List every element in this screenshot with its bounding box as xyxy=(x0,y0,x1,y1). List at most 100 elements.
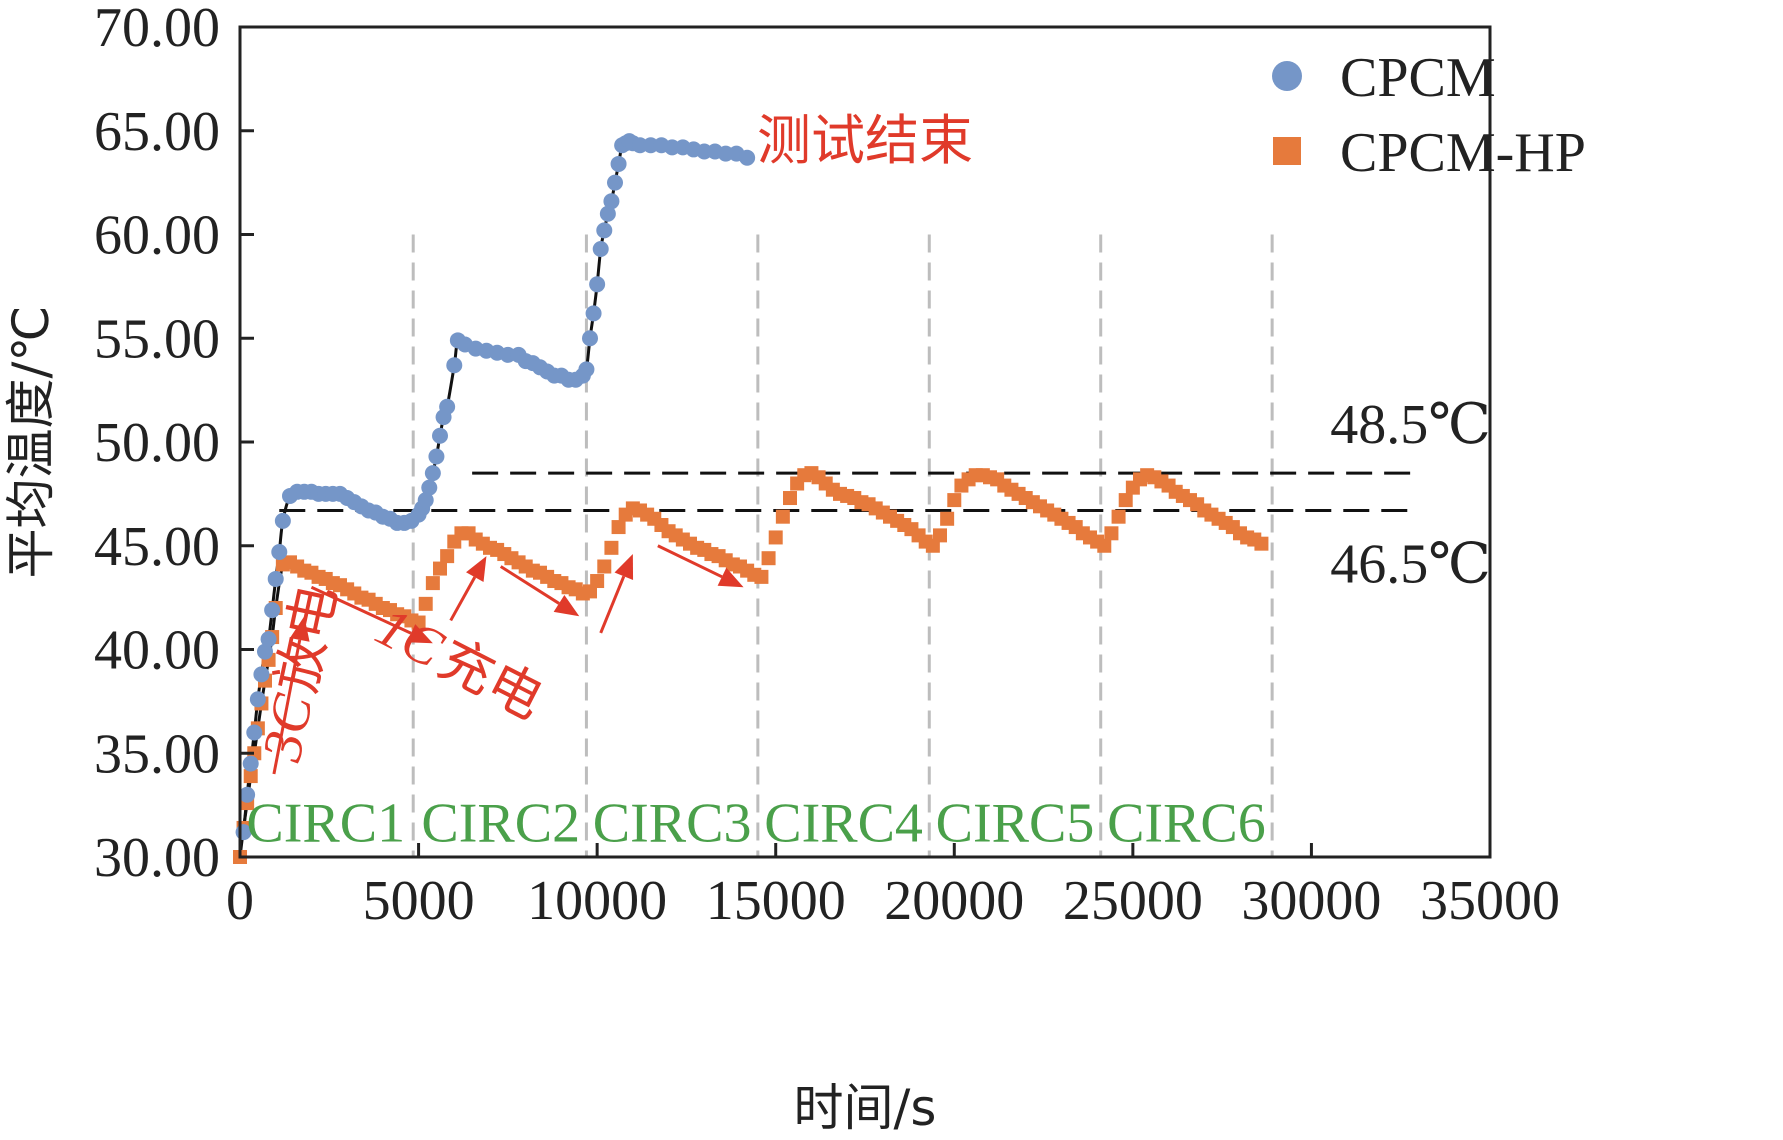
annotation-arrow xyxy=(310,585,433,644)
arrow-head xyxy=(289,616,310,642)
arrow-shaft xyxy=(310,585,412,635)
y-tick-label: 60.00 xyxy=(94,205,220,267)
cpcm-point xyxy=(446,357,463,374)
cpcm-hp-point xyxy=(433,561,447,576)
cpcm-point xyxy=(417,492,434,509)
legend-marker-cpcm-hp xyxy=(1273,137,1301,165)
cpcm-point xyxy=(424,465,441,482)
annotation-arrow xyxy=(657,544,744,588)
arrow-head xyxy=(553,595,580,617)
cpcm-hp-point xyxy=(611,520,626,535)
arrow-shaft xyxy=(657,544,723,579)
annotation-arrow xyxy=(599,554,634,634)
charge-annotation: 1C 充电 xyxy=(366,595,553,731)
cpcm-point xyxy=(607,174,623,191)
cpcm-hp-point xyxy=(1097,538,1112,553)
annotation-arrow xyxy=(499,565,580,617)
arrow-head xyxy=(717,567,744,588)
cpcm-point xyxy=(257,643,273,660)
cpcm-point xyxy=(249,691,266,708)
y-axis-ticks: 30.00 35.00 40.00 45.00 50.00 55.00 60.00 65.00… xyxy=(94,0,254,889)
cpcm-hp-point xyxy=(768,530,783,545)
cpcm-point xyxy=(264,602,281,619)
cpcm-hp-point xyxy=(425,576,440,591)
x-axis-ticks: 0 5000 10000 15000 20000 25000 30000 35000 xyxy=(226,843,1560,932)
y-tick-label: 30.00 xyxy=(94,827,220,889)
y-tick-label: 65.00 xyxy=(94,101,220,163)
cpcm-point xyxy=(242,755,259,772)
arrow-head xyxy=(466,556,487,582)
cpcm-point xyxy=(610,155,627,172)
cpcm-point xyxy=(592,241,609,258)
cpcm-hp-point xyxy=(1118,493,1133,508)
cpcm-hp-point xyxy=(440,549,455,564)
arrow-head xyxy=(406,624,433,644)
annotation-arrow xyxy=(272,616,310,775)
legend: CPCM CPCM-HP xyxy=(1272,47,1586,184)
cpcm-hp-point xyxy=(933,528,947,543)
cpcm-point xyxy=(582,330,598,347)
x-axis-title: 时间/s xyxy=(794,1079,937,1137)
arrow-shaft xyxy=(272,639,302,775)
cpcm-point xyxy=(603,193,620,210)
cpcm-hp-point xyxy=(590,574,605,589)
legend-marker-cpcm xyxy=(1272,61,1302,91)
cpcm-hp-point xyxy=(1111,509,1126,524)
x-tick-label: 5000 xyxy=(363,870,475,932)
cpcm-point xyxy=(246,724,263,741)
discharge-rate-label: 3C xyxy=(251,689,326,767)
y-tick-label: 55.00 xyxy=(94,308,220,370)
x-tick-label: 15000 xyxy=(706,870,846,932)
cpcm-hp-point xyxy=(940,511,955,526)
x-tick-label: 0 xyxy=(226,870,254,932)
cpcm-point xyxy=(421,479,438,496)
cpcm-point xyxy=(253,666,270,683)
cycle-boundary-lines xyxy=(411,234,1274,857)
reference-lines xyxy=(279,471,1419,512)
cpcm-hp-point xyxy=(1254,536,1269,551)
y-tick-label: 50.00 xyxy=(94,412,220,474)
cpcm-hp-point xyxy=(783,491,797,506)
x-tick-label: 20000 xyxy=(884,870,1024,932)
cpcm-point xyxy=(578,361,595,378)
arrow-shaft xyxy=(499,565,560,605)
annotation-arrow xyxy=(449,556,487,622)
cpcm-point xyxy=(432,427,448,444)
cpcm-hp-point xyxy=(243,769,258,784)
cpcm-point xyxy=(589,276,606,293)
x-tick-label: 25000 xyxy=(1063,870,1203,932)
reference-line-labels: 48.5℃ 46.5℃ xyxy=(1330,394,1491,595)
x-tick-label: 10000 xyxy=(527,870,667,932)
reference-line-label: 46.5℃ xyxy=(1330,533,1491,595)
cpcm-hp-point xyxy=(761,551,776,566)
cycle-labels: CIRC1 CIRC2 CIRC3 CIRC4 CIRC5 CIRC6 xyxy=(246,793,1265,855)
x-tick-label: 30000 xyxy=(1241,870,1381,932)
x-tick-label: 35000 xyxy=(1420,870,1560,932)
cycle-label: CIRC3 xyxy=(593,793,752,855)
reference-line-label: 48.5℃ xyxy=(1330,394,1491,456)
arrow-shaft xyxy=(449,576,477,622)
cycle-label: CIRC4 xyxy=(764,793,923,855)
cycle-label: CIRC5 xyxy=(936,793,1095,855)
cpcm-hp-point xyxy=(597,559,612,574)
cpcm-hp-point xyxy=(775,509,790,524)
cpcm-hp-point xyxy=(1104,526,1119,541)
cpcm-point xyxy=(599,205,616,222)
arrow-head xyxy=(614,554,634,581)
cpcm-point xyxy=(239,786,256,803)
cpcm-point xyxy=(260,631,277,648)
cycle-label: CIRC2 xyxy=(421,793,580,855)
cpcm-point xyxy=(428,448,445,465)
cpcm-point xyxy=(739,149,756,166)
legend-label: CPCM xyxy=(1340,47,1496,109)
end-of-test-annotation: 测试结束 xyxy=(757,109,973,172)
cpcm-point xyxy=(439,398,456,415)
cpcm-hp-point xyxy=(754,569,769,584)
cpcm-point xyxy=(267,570,284,587)
data-points xyxy=(233,133,1269,864)
y-axis-title: 平均温度/℃ xyxy=(2,306,60,579)
annotation-arrows xyxy=(272,544,744,775)
cycle-label: CIRC1 xyxy=(246,793,405,855)
y-tick-label: 35.00 xyxy=(94,723,220,785)
